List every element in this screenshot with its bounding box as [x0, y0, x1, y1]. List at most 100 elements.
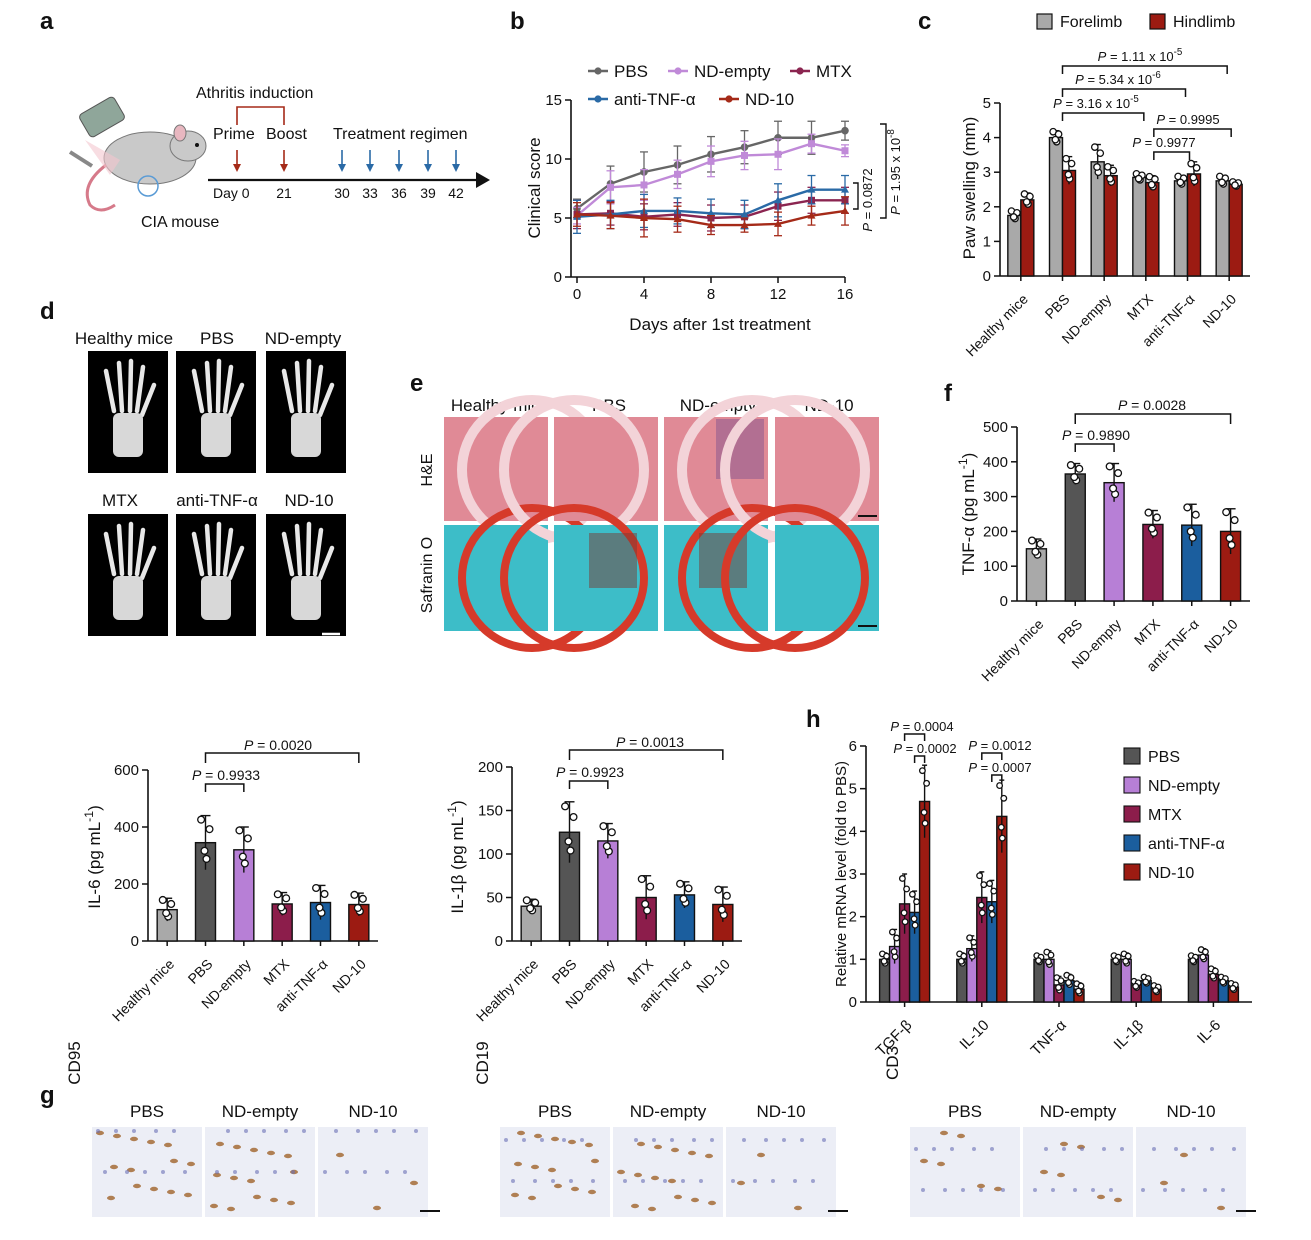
stained-cell-shape	[150, 1186, 158, 1192]
data-point	[741, 151, 748, 159]
stained-cell-shape	[110, 1164, 118, 1170]
data-point	[1065, 979, 1072, 987]
significance-bracket	[568, 749, 724, 760]
stained-cell-shape	[336, 1152, 344, 1158]
data-point	[970, 938, 978, 946]
ihc-column-label: PBS	[948, 1102, 982, 1121]
ihc-column-label: ND-empty	[630, 1102, 707, 1121]
data-point	[1227, 540, 1236, 550]
nucleus-shape	[1163, 1188, 1167, 1192]
data-point	[1147, 524, 1156, 533]
data-point	[903, 885, 911, 893]
data-point	[202, 854, 211, 863]
nucleus-shape	[363, 1170, 367, 1174]
nucleus-shape	[103, 1170, 107, 1174]
nucleus-shape	[972, 1147, 976, 1151]
data-point	[1192, 164, 1201, 172]
data-point	[607, 828, 616, 837]
nucleus-shape	[692, 1138, 696, 1142]
data-point	[1047, 951, 1055, 959]
y-tick-label: 4	[983, 130, 991, 147]
data-point	[996, 782, 1004, 790]
y-tick-label: 400	[114, 819, 139, 836]
p-value-label: P = 0.9890	[1062, 427, 1130, 443]
x-axis-label: Days after 1st treatment	[629, 315, 811, 334]
y-axis-label: Paw swelling (mm)	[960, 117, 979, 260]
nucleus-shape	[1080, 1147, 1084, 1151]
nucleus-shape	[132, 1129, 136, 1133]
arrowhead-icon	[338, 164, 346, 172]
data-point	[561, 802, 570, 811]
ihc-column-label: ND-10	[1166, 1102, 1215, 1121]
data-point	[707, 209, 715, 217]
y-axis-label: IL-6 (pg mL-1)	[82, 805, 104, 909]
legend-label: Hindlimb	[1173, 14, 1235, 31]
stained-cell-shape	[551, 1136, 559, 1142]
y-tick-label: 0	[495, 933, 503, 950]
p-value-label: P = 0.9923	[556, 764, 624, 780]
nucleus-shape	[731, 1179, 735, 1183]
legend-swatch	[1149, 13, 1166, 30]
stained-cell-shape	[1114, 1197, 1122, 1203]
bar	[1186, 173, 1202, 277]
data-point	[807, 185, 816, 193]
significance-bracket	[880, 123, 887, 219]
data-point	[1064, 170, 1073, 179]
mouse-eye-icon	[195, 143, 199, 147]
stained-cell-shape	[250, 1147, 258, 1153]
data-point	[921, 819, 929, 827]
significance-bracket	[913, 755, 926, 763]
stained-cell-shape	[548, 1167, 556, 1173]
stained-cell-shape	[534, 1133, 542, 1139]
data-point	[980, 881, 988, 889]
data-point	[1045, 958, 1052, 966]
data-point	[277, 903, 286, 912]
nucleus-shape	[932, 1147, 936, 1151]
nucleus-shape	[551, 1179, 555, 1183]
significance-bracket	[1153, 151, 1191, 160]
wrist-bones-icon	[201, 413, 231, 457]
data-point	[243, 834, 252, 843]
data-point	[1152, 987, 1160, 994]
nucleus-shape	[979, 1188, 983, 1192]
panel-c-label: c	[918, 8, 932, 35]
data-point	[1225, 534, 1234, 543]
data-point	[158, 895, 167, 905]
nucleus-shape	[1044, 1147, 1048, 1151]
data-point	[714, 885, 723, 894]
p-value-label: P = 0.0012	[968, 738, 1031, 753]
nucleus-shape	[1181, 1188, 1185, 1192]
ihc-marker-label: CD95	[65, 1041, 84, 1084]
stained-cell-shape	[705, 1153, 713, 1159]
nucleus-shape	[161, 1170, 165, 1174]
x-tick-label: ND-10	[693, 956, 733, 996]
ihc-stain-image	[613, 1127, 723, 1217]
stained-cell-shape	[631, 1203, 639, 1209]
stained-cell-shape	[588, 1189, 596, 1195]
significance-bracket	[204, 752, 360, 763]
stained-cell-shape	[554, 1183, 562, 1189]
data-point	[1189, 957, 1197, 965]
legend-swatch	[1123, 834, 1141, 852]
data-point	[1090, 143, 1099, 151]
legend-label: anti-TNF-α	[1148, 836, 1225, 853]
y-tick-label: 5	[983, 95, 991, 112]
legend-label: ND-10	[1148, 865, 1194, 882]
day-tick-label: 39	[420, 185, 436, 201]
stained-cell-shape	[227, 1206, 235, 1212]
nucleus-shape	[385, 1170, 389, 1174]
data-point	[1035, 957, 1042, 965]
nucleus-shape	[262, 1129, 266, 1133]
data-point	[990, 887, 998, 895]
data-point	[312, 883, 321, 893]
stained-cell-shape	[957, 1133, 965, 1139]
data-point	[646, 882, 655, 891]
data-point	[707, 157, 715, 165]
panel-b-label: b	[510, 8, 525, 35]
wrist-bones-icon	[291, 413, 321, 457]
y-tick-label: 150	[478, 803, 503, 820]
x-tick-label: 12	[770, 286, 787, 303]
significance-bracket	[204, 783, 245, 792]
y-tick-label: 2	[849, 909, 857, 926]
stained-cell-shape	[920, 1158, 928, 1164]
